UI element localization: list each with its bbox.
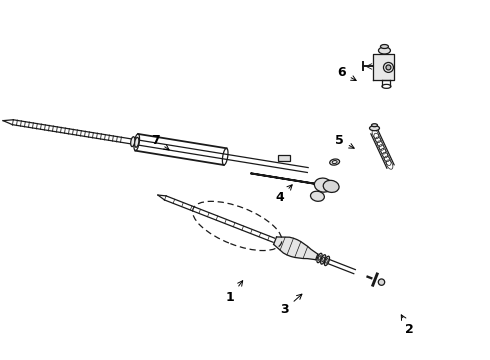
Polygon shape (273, 237, 318, 260)
Ellipse shape (378, 47, 391, 54)
Ellipse shape (315, 178, 332, 192)
Ellipse shape (311, 191, 324, 201)
Ellipse shape (369, 126, 379, 131)
Text: 6: 6 (337, 66, 356, 81)
Text: 1: 1 (226, 281, 243, 304)
Text: 7: 7 (151, 134, 169, 150)
Ellipse shape (135, 138, 139, 147)
Text: 4: 4 (275, 185, 292, 204)
Text: 3: 3 (281, 294, 302, 316)
Ellipse shape (323, 180, 339, 192)
Ellipse shape (371, 124, 377, 127)
Ellipse shape (131, 137, 135, 147)
Ellipse shape (380, 45, 389, 49)
Bar (278, 156, 290, 161)
Circle shape (386, 65, 391, 70)
Ellipse shape (330, 159, 340, 165)
Polygon shape (372, 54, 394, 80)
Ellipse shape (317, 253, 322, 263)
Ellipse shape (320, 255, 326, 264)
Ellipse shape (324, 256, 329, 266)
Text: 5: 5 (335, 134, 354, 148)
Circle shape (378, 279, 385, 285)
Polygon shape (250, 173, 333, 187)
Text: 2: 2 (401, 315, 414, 336)
